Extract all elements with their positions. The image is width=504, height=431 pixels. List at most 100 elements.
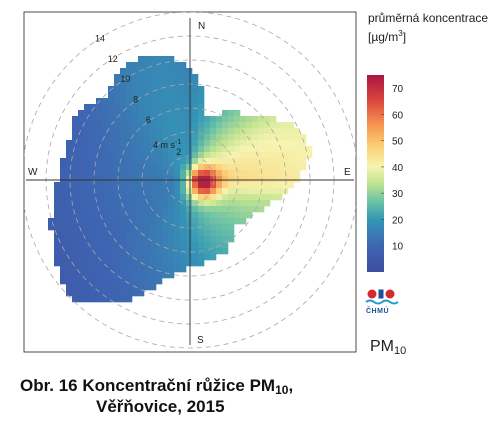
heatmap-cell <box>186 92 193 99</box>
heatmap-cell <box>174 116 181 123</box>
heatmap-cell <box>138 188 145 195</box>
heatmap-cell <box>132 188 139 195</box>
heatmap-cell <box>96 140 103 147</box>
heatmap-cell <box>198 158 205 165</box>
heatmap-cell <box>120 164 127 171</box>
heatmap-cell <box>78 230 85 237</box>
heatmap-cell <box>132 128 139 135</box>
heatmap-cell <box>168 68 175 75</box>
heatmap-cell <box>120 146 127 153</box>
heatmap-cell <box>78 290 85 297</box>
heatmap-cell <box>264 152 271 159</box>
heatmap-cell <box>96 122 103 129</box>
heatmap-cell <box>90 200 97 207</box>
heatmap-cell <box>186 218 193 225</box>
heatmap-cell <box>132 104 139 111</box>
heatmap-cell <box>246 176 253 183</box>
heatmap-cell <box>174 182 181 189</box>
heatmap-cell <box>90 158 97 165</box>
heatmap-cell <box>198 230 205 237</box>
heatmap-cell <box>162 236 169 243</box>
heatmap-cell <box>156 272 163 279</box>
heatmap-cell <box>192 152 199 159</box>
heatmap-cell <box>222 200 229 207</box>
heatmap-cell <box>108 290 115 297</box>
heatmap-cell <box>222 188 229 195</box>
heatmap-cell <box>210 116 217 123</box>
heatmap-cell <box>276 194 283 201</box>
heatmap-cell <box>108 260 115 267</box>
colorbar-tick-label: 30 <box>392 189 404 200</box>
heatmap-cell <box>126 182 133 189</box>
heatmap-cell <box>228 230 235 237</box>
heatmap-cell <box>78 200 85 207</box>
heatmap-cell <box>126 242 133 249</box>
heatmap-cell <box>144 134 151 141</box>
heatmap-cell <box>138 182 145 189</box>
heatmap-cell <box>168 92 175 99</box>
heatmap-cell <box>258 122 265 129</box>
heatmap-cell <box>186 68 193 75</box>
heatmap-cell <box>240 194 247 201</box>
heatmap-cell <box>204 170 211 177</box>
heatmap-cell <box>150 164 157 171</box>
heatmap-cell <box>228 152 235 159</box>
heatmap-cell <box>198 206 205 213</box>
heatmap-cell <box>150 128 157 135</box>
heatmap-cell <box>162 92 169 99</box>
heatmap-cell <box>180 140 187 147</box>
heatmap-cell <box>108 188 115 195</box>
heatmap-cell <box>54 254 61 261</box>
heatmap-cell <box>222 206 229 213</box>
heatmap-cell <box>108 158 115 165</box>
heatmap-cell <box>204 164 211 171</box>
heatmap-cell <box>198 146 205 153</box>
heatmap-cell <box>150 134 157 141</box>
heatmap-cell <box>102 272 109 279</box>
heatmap-cell <box>90 122 97 129</box>
heatmap-cell <box>114 260 121 267</box>
heatmap-cell <box>132 74 139 81</box>
heatmap-cell <box>132 140 139 147</box>
heatmap-cell <box>168 176 175 183</box>
heatmap-cell <box>234 182 241 189</box>
heatmap-cell <box>132 230 139 237</box>
heatmap-cell <box>210 146 217 153</box>
heatmap-cell <box>162 86 169 93</box>
heatmap-cell <box>186 194 193 201</box>
heatmap-cell <box>162 212 169 219</box>
heatmap-cell <box>114 164 121 171</box>
heatmap-cell <box>96 284 103 291</box>
heatmap-cell <box>138 68 145 75</box>
heatmap-cell <box>168 272 175 279</box>
heatmap-cell <box>96 278 103 285</box>
heatmap-cell <box>222 128 229 135</box>
heatmap-cell <box>180 218 187 225</box>
heatmap-cell <box>102 170 109 177</box>
heatmap-cell <box>138 152 145 159</box>
heatmap-cell <box>234 206 241 213</box>
heatmap-cell <box>144 188 151 195</box>
heatmap-cell <box>84 284 91 291</box>
heatmap-cell <box>66 230 73 237</box>
heatmap-cell <box>108 254 115 261</box>
heatmap-cell <box>186 230 193 237</box>
heatmap-cell <box>150 206 157 213</box>
heatmap-cell <box>108 140 115 147</box>
heatmap-cell <box>168 158 175 165</box>
heatmap-cell <box>96 290 103 297</box>
heatmap-cell <box>234 188 241 195</box>
heatmap-cell <box>168 116 175 123</box>
heatmap-cell <box>138 128 145 135</box>
heatmap-cell <box>270 122 277 129</box>
heatmap-cell <box>222 134 229 141</box>
heatmap-cell <box>72 170 79 177</box>
heatmap-cell <box>270 176 277 183</box>
heatmap-cell <box>150 56 157 63</box>
heatmap-cell <box>174 68 181 75</box>
heatmap-cell <box>120 104 127 111</box>
heatmap-cell <box>252 206 259 213</box>
heatmap-cell <box>72 182 79 189</box>
heatmap-cell <box>282 182 289 189</box>
